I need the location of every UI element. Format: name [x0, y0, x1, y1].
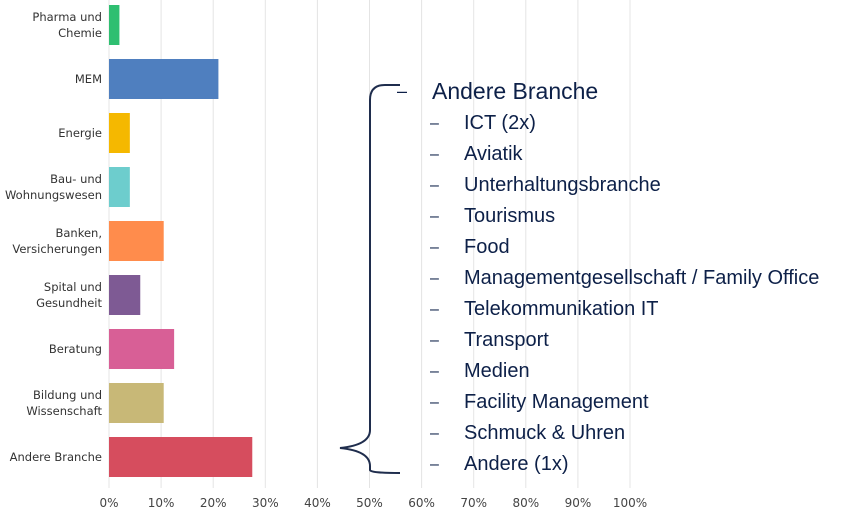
branch-list-item: –Schmuck & Uhren	[395, 418, 819, 449]
category-label: Beratung	[49, 342, 102, 356]
dash-marker: –	[430, 363, 464, 381]
heading-text: Andere Branche	[432, 78, 598, 105]
dash-marker: –	[430, 146, 464, 164]
branch-item-text: Schmuck & Uhren	[464, 422, 625, 445]
branch-item-text: Aviatik	[464, 143, 523, 166]
branch-item-text: Andere (1x)	[464, 453, 569, 476]
branch-list-item: –Telekommunikation IT	[395, 294, 819, 325]
bar	[109, 329, 174, 369]
bar	[109, 113, 130, 153]
dash-marker: –	[430, 301, 464, 319]
branch-item-text: Food	[464, 236, 510, 259]
branch-list-item: –Medien	[395, 356, 819, 387]
x-tick-label: 40%	[304, 496, 331, 510]
dash-marker: –	[430, 425, 464, 443]
branch-item-text: Telekommunikation IT	[464, 298, 659, 321]
bar	[109, 5, 119, 45]
dash-marker: –	[430, 208, 464, 226]
dash-marker: –	[430, 239, 464, 257]
x-tick-labels: 0% 10% 20% 30% 40% 50% 60% 70% 80% 90% 100%	[99, 496, 647, 510]
category-label: Spital undGesundheit	[36, 280, 102, 310]
x-tick-label: 60%	[408, 496, 435, 510]
bar	[109, 59, 218, 99]
category-label: Banken,Versicherungen	[12, 226, 102, 256]
bar	[109, 221, 164, 261]
bar	[109, 275, 140, 315]
x-tick-label: 10%	[148, 496, 175, 510]
branch-list-item: –Andere (1x)	[395, 449, 819, 480]
x-tick-label: 50%	[356, 496, 383, 510]
branch-item-text: ICT (2x)	[464, 112, 536, 135]
bar	[109, 437, 252, 477]
bar	[109, 167, 130, 207]
branch-list-item: –Facility Management	[395, 387, 819, 418]
x-tick-label: 0%	[99, 496, 118, 510]
branch-list-item: –Aviatik	[395, 139, 819, 170]
category-label: Andere Branche	[10, 450, 102, 464]
branch-list: – Andere Branche –ICT (2x)–Aviatik–Unter…	[395, 74, 819, 480]
x-tick-label: 30%	[252, 496, 279, 510]
curly-brace	[340, 85, 400, 473]
branch-list-item: –Managementgesellschaft / Family Office	[395, 263, 819, 294]
branch-list-item: –Food	[395, 232, 819, 263]
branch-item-text: Managementgesellschaft / Family Office	[464, 267, 819, 290]
bar	[109, 383, 164, 423]
category-label: MEM	[75, 72, 102, 86]
dash-marker: –	[395, 81, 432, 102]
branch-item-text: Tourismus	[464, 205, 555, 228]
x-tick-label: 100%	[613, 496, 647, 510]
dash-marker: –	[430, 394, 464, 412]
dash-marker: –	[430, 270, 464, 288]
branch-item-text: Unterhaltungsbranche	[464, 174, 661, 197]
dash-marker: –	[430, 177, 464, 195]
category-labels: Pharma undChemie MEM Energie Bau- undWohnun…	[5, 10, 103, 464]
branch-item-text: Facility Management	[464, 391, 649, 414]
category-label: Bildung undWissenschaft	[26, 388, 102, 418]
x-tick-label: 20%	[200, 496, 227, 510]
category-label: Bau- undWohnungswesen	[5, 172, 102, 202]
x-tick-label: 80%	[512, 496, 539, 510]
branch-item-text: Medien	[464, 360, 530, 383]
branch-list-item: –Unterhaltungsbranche	[395, 170, 819, 201]
category-label: Energie	[58, 126, 102, 140]
branch-item-text: Transport	[464, 329, 549, 352]
branch-list-heading: – Andere Branche	[395, 74, 819, 108]
x-tick-label: 90%	[565, 496, 592, 510]
branch-list-item: –Transport	[395, 325, 819, 356]
x-tick-label: 70%	[460, 496, 487, 510]
category-label: Pharma undChemie	[32, 10, 102, 40]
dash-marker: –	[430, 332, 464, 350]
bars	[109, 5, 252, 477]
dash-marker: –	[430, 115, 464, 133]
dash-marker: –	[430, 456, 464, 474]
branch-list-item: –Tourismus	[395, 201, 819, 232]
branch-list-item: –ICT (2x)	[395, 108, 819, 139]
